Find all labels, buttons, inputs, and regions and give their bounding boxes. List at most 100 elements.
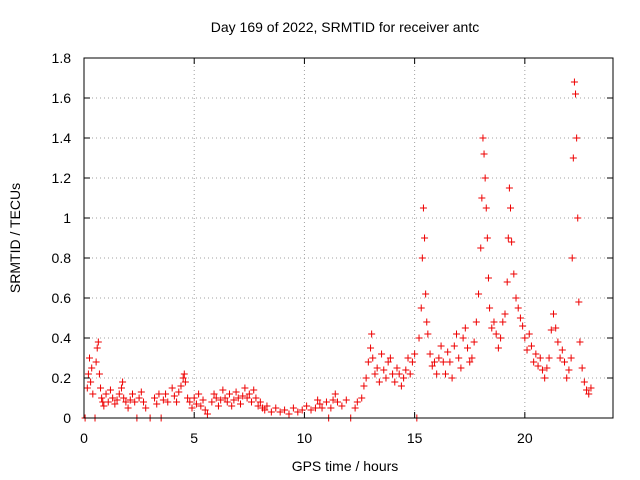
data-point [142,404,150,412]
chart-title: Day 169 of 2022, SRMTID for receiver ant… [211,19,479,35]
data-point [276,408,284,416]
x-tick-label: 0 [80,430,88,446]
data-point [289,404,297,412]
data-point [406,370,414,378]
data-point [408,358,416,366]
data-point [92,358,100,366]
y-tick-label: 1.8 [52,50,72,66]
x-axis-label: GPS time / hours [292,458,399,474]
data-point [558,346,566,354]
data-point [587,384,595,392]
y-tick-label: 1 [63,210,71,226]
data-point [373,364,381,372]
x-tick-label: 20 [517,430,533,446]
data-point [368,330,376,338]
data-point [455,354,463,362]
data-point [565,366,573,374]
data-point [521,334,529,342]
data-point [228,402,236,410]
data-point [281,406,289,414]
data-point [378,350,386,358]
y-tick-label: 1.6 [52,90,72,106]
tick-labels: 0 0.2 0.4 0.6 0.8 1 1.2 1.4 1.6 1.8 0 5 10 15 20 [52,50,533,446]
data-point [554,338,562,346]
data-point [181,378,189,386]
data-point [89,390,97,398]
data-point [433,370,441,378]
data-point [256,398,264,406]
data-point [190,394,198,402]
data-point [369,354,377,362]
data-point [248,398,256,406]
data-point [164,398,172,406]
y-axis-label: SRMTID / TECUs [7,183,23,293]
data-point [210,390,218,398]
data-point [338,402,346,410]
data-point [223,398,231,406]
data-point [512,294,520,302]
data-point [482,204,490,212]
data-point [84,370,92,378]
data-point [507,204,515,212]
data-point [446,358,454,366]
data-point [450,342,458,350]
data-point [126,396,134,404]
data-point [197,402,205,410]
data-point [470,338,478,346]
data-point [441,370,449,378]
data-point [530,358,538,366]
data-point [497,334,505,342]
data-point [508,238,516,246]
data-point [545,354,553,362]
data-point [439,358,447,366]
y-tick-label: 0.2 [52,370,72,386]
data-point [109,394,117,402]
data-point [504,234,512,242]
data-point [397,382,405,390]
data-point [391,378,399,386]
data-point [135,394,143,402]
data-point [102,390,110,398]
data-point [538,366,546,374]
data-point [415,334,423,342]
data-point [561,358,569,366]
data-point [477,244,485,252]
data-point [419,204,427,212]
data-point [574,214,582,222]
data-point [122,398,130,406]
data-point [173,398,181,406]
data-point [327,404,335,412]
data-point [217,396,225,404]
data-point [480,150,488,158]
y-tick-label: 0.4 [52,330,72,346]
data-point [525,330,533,338]
data-point [549,310,557,318]
data-point [435,354,443,362]
data-point [386,354,394,362]
data-point [97,384,105,392]
data-point [418,254,426,262]
data-point [490,318,498,326]
data-point [153,400,161,408]
data-point [389,370,397,378]
data-point [111,400,119,408]
data-point [285,410,293,418]
data-point [552,324,560,332]
data-point [131,398,139,406]
data-point [423,318,431,326]
data-point [430,358,438,366]
data-point [86,354,94,362]
data-point [322,398,330,406]
data-point [358,394,366,402]
data-point [428,362,436,370]
data-point [170,392,178,400]
data-point [472,318,480,326]
data-point [444,348,452,356]
data-point [311,404,319,412]
data-point [534,362,542,370]
y-tick-label: 1.2 [52,170,72,186]
data-point [117,384,125,392]
data-point [541,374,549,382]
data-point [499,318,507,326]
